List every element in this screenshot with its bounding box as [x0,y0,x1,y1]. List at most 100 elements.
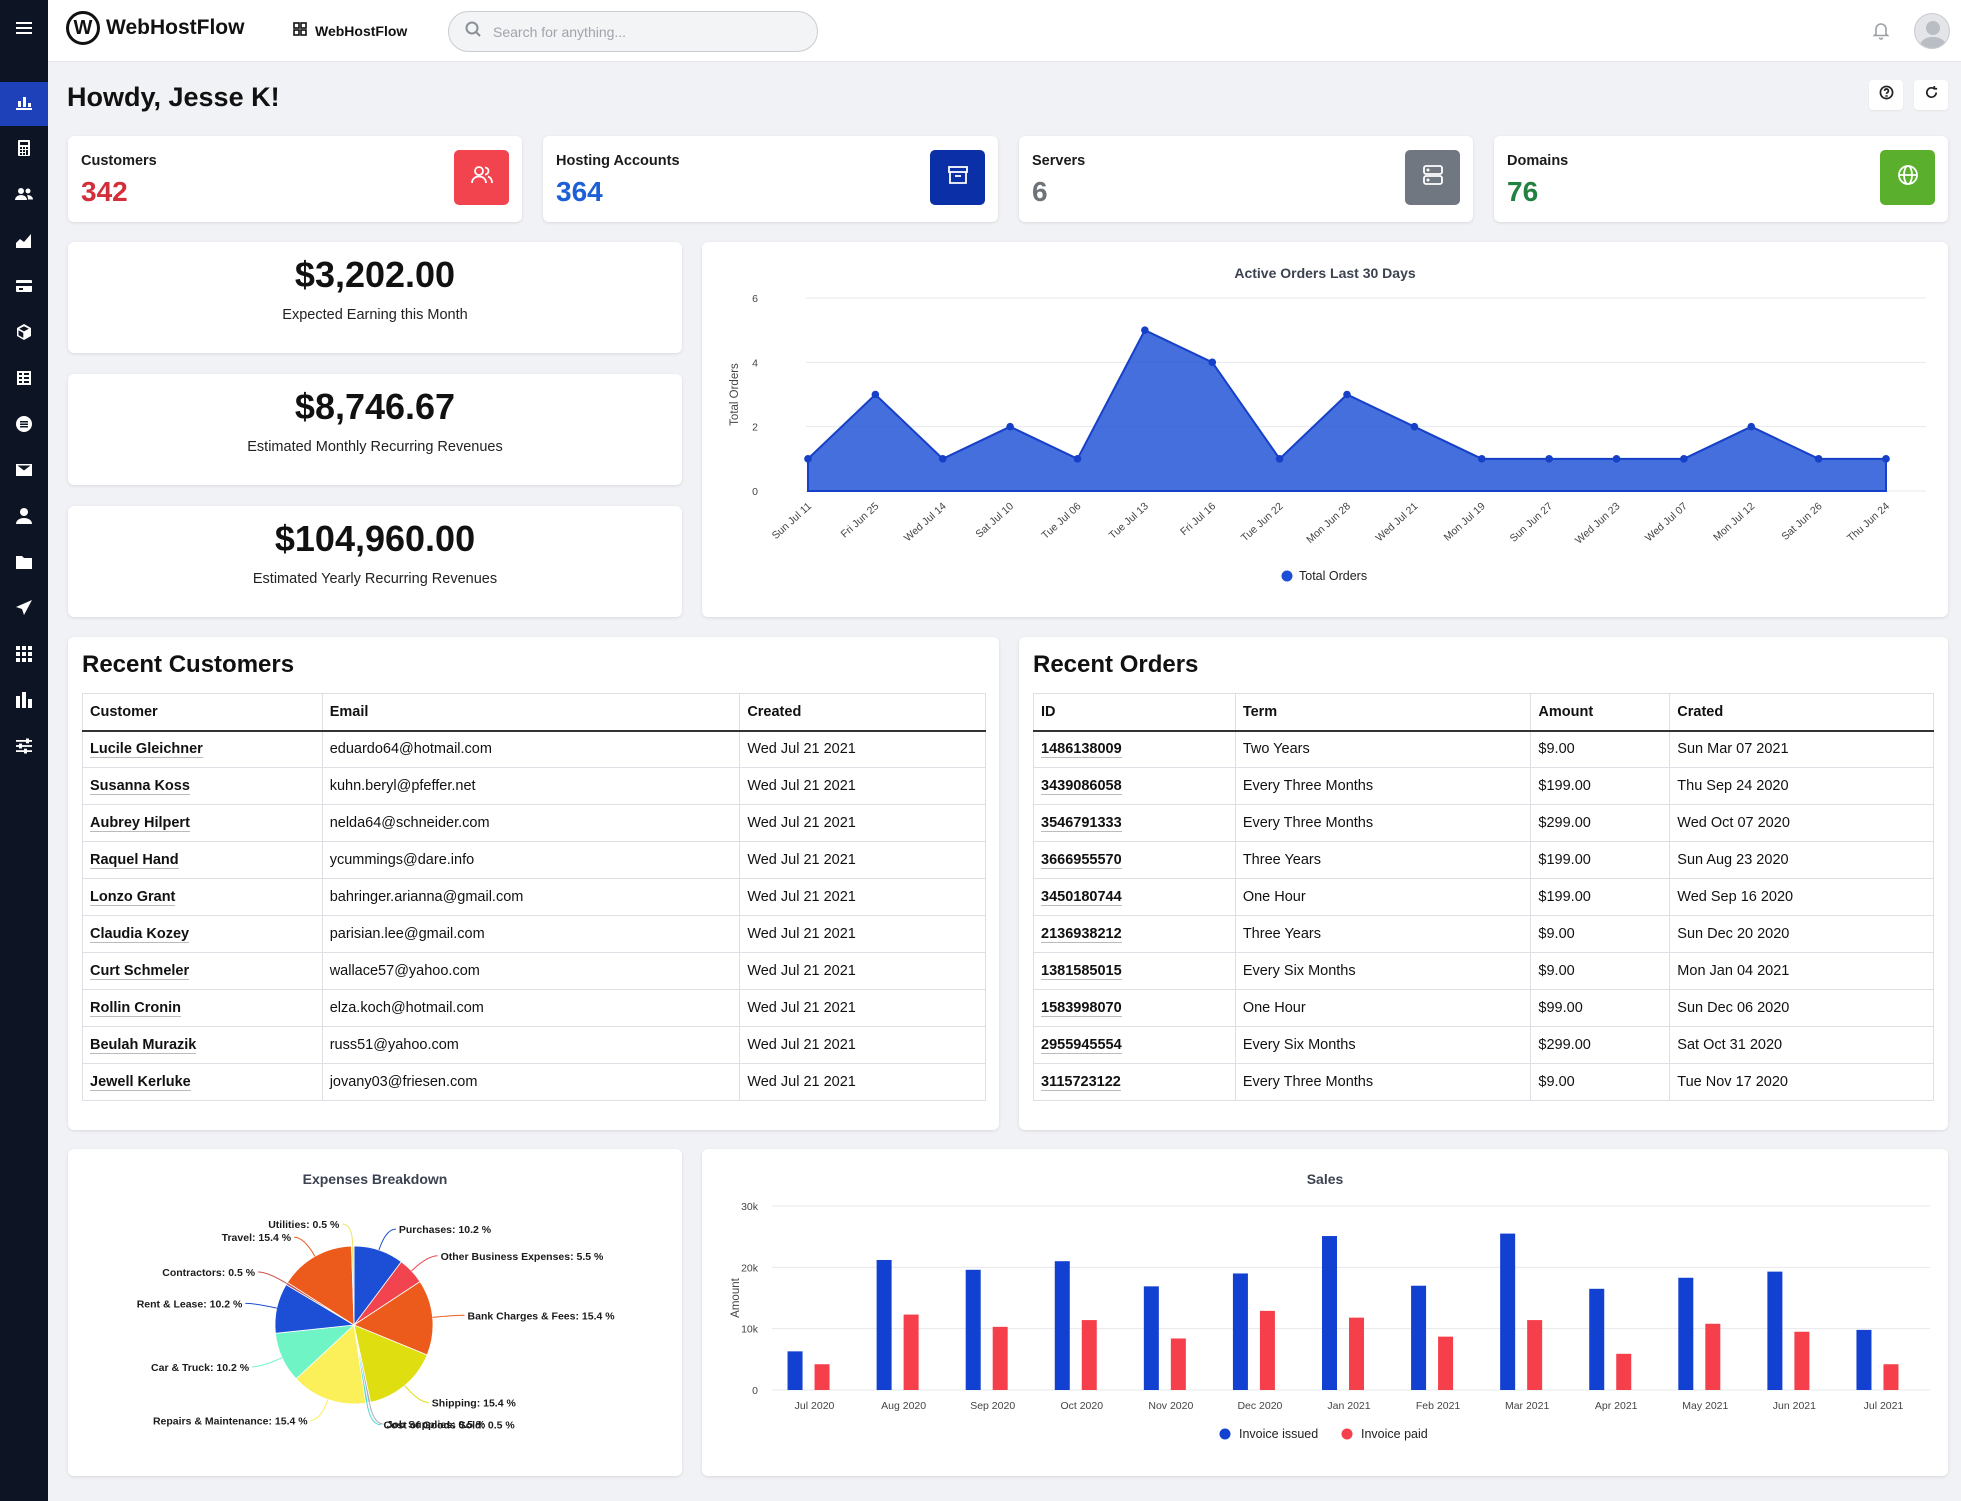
sales-bar-chart: Sales 0 10k 20k 30k Amount Jul 2020 Aug 2020 Sep… [730,1171,1930,1441]
sidebar-item-products[interactable] [0,312,48,356]
table-cell: Jewell Kerluke [82,1063,323,1101]
row-link[interactable]: Susanna Koss [90,778,190,795]
sidebar-item-invoices[interactable] [0,358,48,402]
question-circle-icon [1879,85,1894,105]
order-row[interactable]: 3115723122 Every Three Months $9.00 Tue Nov… [1033,1063,1934,1101]
customer-row[interactable]: Aubrey Hilpert nelda64@schneider.com Wed J… [82,804,986,842]
y-tick-label: 0 [752,1385,758,1397]
column-header[interactable]: ID [1033,693,1236,732]
row-link[interactable]: Lonzo Grant [90,889,176,906]
customer-row[interactable]: Rollin Cronin elza.koch@hotmail.com Wed Ju… [82,989,986,1027]
user-avatar[interactable] [1914,13,1950,49]
order-row[interactable]: 3546791333 Every Three Months $299.00 Wed O… [1033,804,1934,842]
order-row[interactable]: 1486138009 Two Years $9.00 Sun Mar 07 2021 [1033,730,1934,768]
table-cell: Every Three Months [1234,1063,1532,1101]
row-link[interactable]: 3115723122 [1041,1074,1121,1091]
order-row[interactable]: 3450180744 One Hour $199.00 Wed Sep 16 2020 [1033,878,1934,916]
bar [965,1269,981,1390]
customer-row[interactable]: Curt Schmeler wallace57@yahoo.com Wed Jul … [82,952,986,990]
row-link[interactable]: 1486138009 [1041,741,1122,759]
legend-label: Total Orders [1299,569,1367,583]
sidebar-item-users[interactable] [0,496,48,540]
stat-card-domains[interactable]: Domains 76 [1494,136,1948,222]
stat-card-servers[interactable]: Servers 6 [1019,136,1473,222]
help-button[interactable] [1869,80,1903,110]
row-link[interactable]: Jewell Kerluke [90,1074,191,1091]
sidebar-item-support[interactable] [0,404,48,448]
row-link[interactable]: 1583998070 [1041,1000,1122,1017]
data-point [1747,422,1756,431]
order-row[interactable]: 3666955570 Three Years $199.00 Sun Aug 23 2… [1033,841,1934,879]
revenue-amount: $8,746.67 [294,386,456,427]
users-icon [15,185,33,208]
slice-label: Repairs & Maintenance: 15.4 % [153,1415,308,1427]
sidebar-item-apps[interactable] [0,634,48,678]
notifications-button[interactable] [1871,20,1893,42]
sidebar-item-billing[interactable] [0,128,48,172]
bar [1527,1320,1543,1390]
building-chart-icon [15,691,33,714]
row-link[interactable]: Aubrey Hilpert [90,815,190,832]
data-point [1208,358,1217,367]
customer-row[interactable]: Lonzo Grant bahringer.arianna@gmail.com We… [82,878,986,916]
customer-row[interactable]: Claudia Kozey parisian.lee@gmail.com Wed J… [82,915,986,953]
workspace-switcher[interactable]: WebHostFlow [293,22,407,39]
table-cell: Every Three Months [1234,804,1532,842]
column-header[interactable]: Customer [82,693,323,732]
customer-row[interactable]: Raquel Hand ycummings@dare.info Wed Jul 21… [82,841,986,879]
order-row[interactable]: 1381585015 Every Six Months $9.00 Mon Jan 0… [1033,952,1934,990]
row-link[interactable]: 2955945554 [1041,1037,1122,1054]
row-link[interactable]: 3666955570 [1041,852,1122,869]
search-input[interactable] [493,23,793,40]
order-row[interactable]: 2955945554 Every Six Months $299.00 Sat Oct… [1033,1026,1934,1064]
table-cell: Wed Oct 07 2020 [1669,804,1934,842]
table-cell: eduardo64@hotmail.com [321,730,741,768]
row-link[interactable]: 3546791333 [1041,815,1122,832]
row-link[interactable]: 2136938212 [1041,926,1122,943]
sidebar-item-analytics[interactable] [0,680,48,724]
row-link[interactable]: 3450180744 [1041,889,1122,906]
table-cell: 1583998070 [1033,989,1236,1027]
stat-card-hosting-accounts[interactable]: Hosting Accounts 364 [543,136,998,222]
sidebar-item-customers[interactable] [0,174,48,218]
cube-icon [15,323,33,346]
sidebar-item-payments[interactable] [0,266,48,310]
data-point [804,455,812,463]
column-header[interactable]: Email [321,693,741,732]
row-link[interactable]: Lucile Gleichner [90,741,203,759]
row-link[interactable]: Beulah Murazik [90,1037,197,1054]
column-header[interactable]: Crated [1669,693,1934,732]
stat-card-customers[interactable]: Customers 342 [68,136,522,222]
sidebar-item-campaigns[interactable] [0,588,48,632]
row-link[interactable]: Rollin Cronin [90,1000,182,1017]
sidebar-item-dashboard[interactable] [0,82,48,126]
row-link[interactable]: 1381585015 [1041,963,1122,980]
row-link[interactable]: Raquel Hand [90,852,179,869]
sidebar-item-messages[interactable] [0,450,48,494]
x-tick-label: Jan 2021 [1327,1400,1370,1412]
sidebar-item-reports[interactable] [0,220,48,264]
data-point [1814,455,1823,463]
column-header[interactable]: Term [1234,693,1532,732]
order-row[interactable]: 3439086058 Every Three Months $199.00 Thu S… [1033,767,1934,805]
app-logo[interactable]: W WebHostFlow [66,11,244,45]
refresh-button[interactable] [1914,80,1948,110]
row-link[interactable]: 3439086058 [1041,778,1122,795]
customer-row[interactable]: Susanna Koss kuhn.beryl@pfeffer.net Wed Ju… [82,767,986,805]
row-link[interactable]: Curt Schmeler [90,963,190,980]
row-link[interactable]: Claudia Kozey [90,926,190,943]
hamburger-icon [15,19,33,42]
customer-row[interactable]: Jewell Kerluke jovany03@friesen.com Wed Ju… [82,1063,986,1101]
order-row[interactable]: 2136938212 Three Years $9.00 Sun Dec 20 202… [1033,915,1934,953]
customer-row[interactable]: Lucile Gleichner eduardo64@hotmail.com Wed… [82,730,986,768]
menu-toggle[interactable] [0,8,48,52]
sidebar-item-files[interactable] [0,542,48,586]
sidebar-item-settings[interactable] [0,726,48,770]
column-header[interactable]: Amount [1530,693,1671,732]
customer-row[interactable]: Beulah Murazik russ51@yahoo.com Wed Jul 21… [82,1026,986,1064]
table-cell: Wed Jul 21 2021 [739,804,986,842]
order-row[interactable]: 1583998070 One Hour $99.00 Sun Dec 06 2020 [1033,989,1934,1027]
workspace-name: WebHostFlow [315,22,408,39]
column-header[interactable]: Created [739,693,986,732]
table-cell: Sun Dec 06 2020 [1669,989,1934,1027]
